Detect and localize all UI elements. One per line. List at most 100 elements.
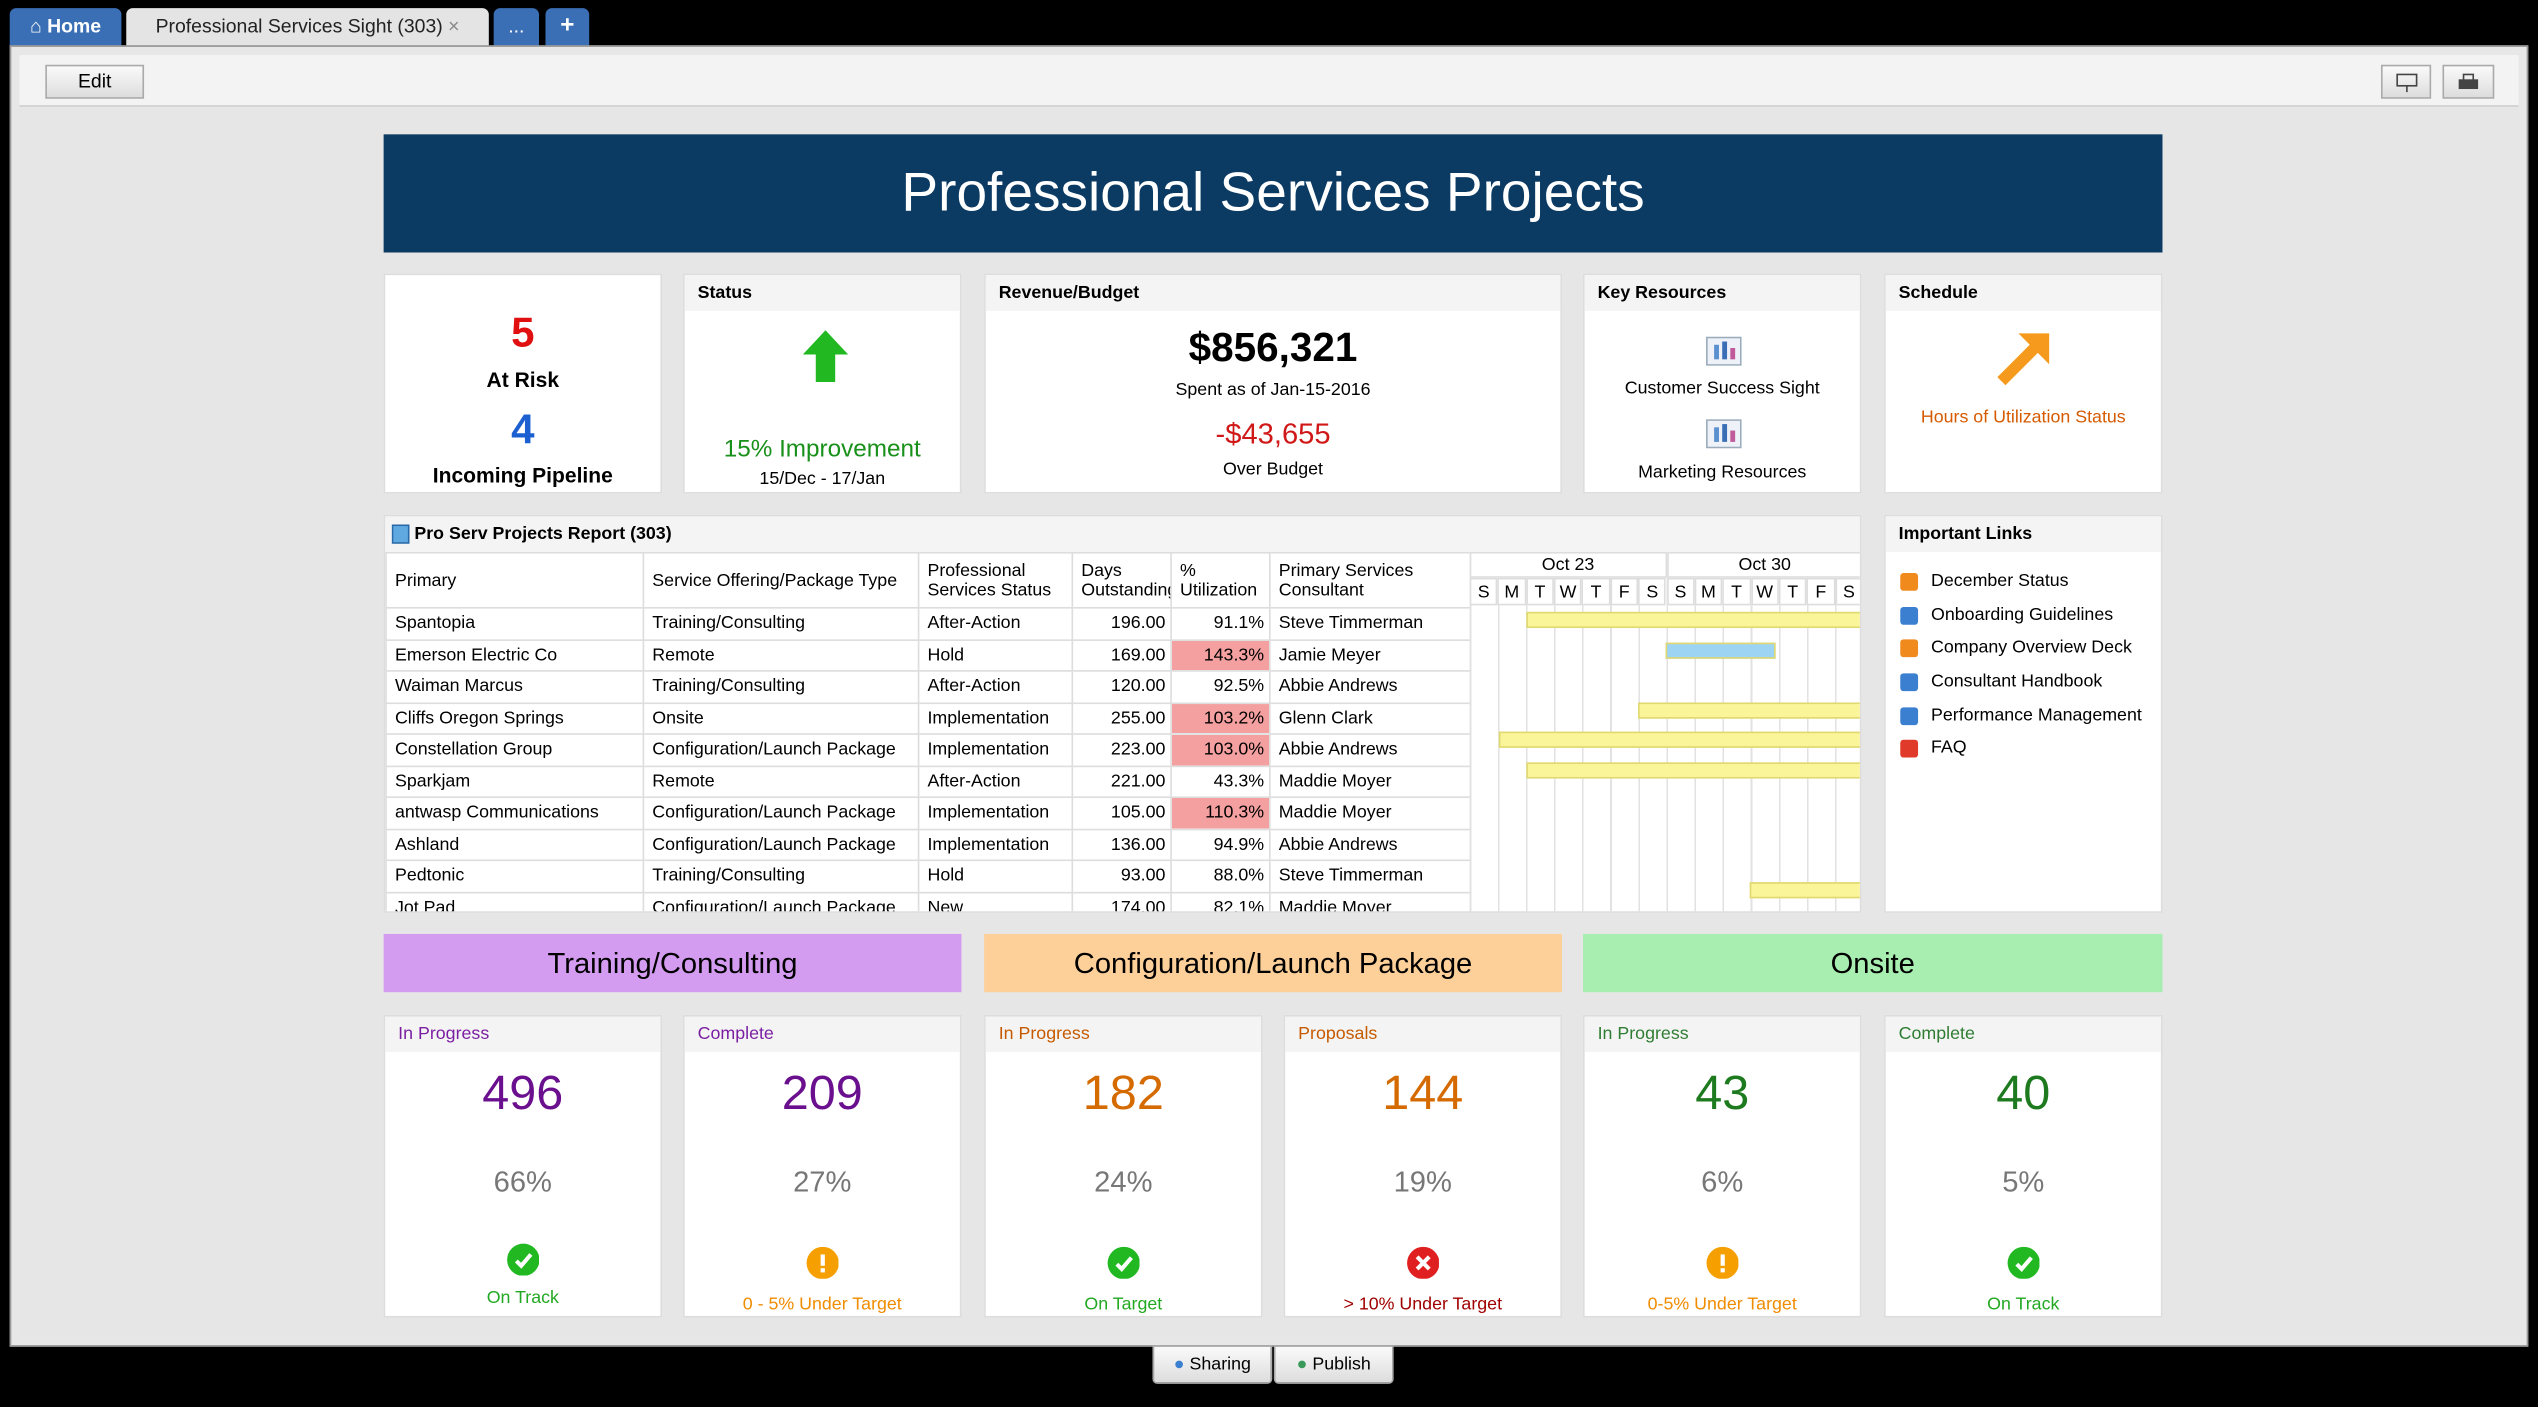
metric-label: Proposals <box>1285 1016 1561 1053</box>
cell: 110.3% <box>1170 796 1271 830</box>
metric-label: In Progress <box>385 1016 661 1053</box>
sharing-button[interactable]: ● Sharing <box>1152 1345 1273 1384</box>
metric-percent: 24% <box>1094 1165 1153 1198</box>
add-tab[interactable]: + <box>545 8 590 46</box>
metric-count: 209 <box>781 1066 863 1121</box>
cell: Implementation <box>917 796 1074 830</box>
active-tab-label[interactable]: Professional Services Sight (303) <box>155 14 443 38</box>
metric-count: 182 <box>1082 1066 1164 1121</box>
cell: 105.00 <box>1071 796 1172 830</box>
day-label: S <box>1666 577 1695 606</box>
link[interactable]: FAQ <box>1886 732 2161 765</box>
link[interactable]: Company Overview Deck <box>1886 632 2161 665</box>
cell: 88.0% <box>1170 859 1271 893</box>
cell: Configuration/Launch Package <box>642 733 920 767</box>
publish-label[interactable]: Publish <box>1312 1354 1371 1375</box>
cell: 169.00 <box>1071 638 1172 672</box>
day-label: M <box>1497 577 1526 606</box>
schedule-card: Schedule Hours of Utilization Status <box>1884 273 2163 494</box>
table-row: Spantopia Training/Consulting After-Action… <box>385 607 1472 641</box>
table-row: Constellation Group Configuration/Launch … <box>385 733 1472 767</box>
link-label[interactable]: FAQ <box>1931 738 1967 759</box>
link[interactable]: December Status <box>1886 565 2161 598</box>
link-label[interactable]: Onboarding Guidelines <box>1931 604 2114 625</box>
status-icon <box>1706 1246 1739 1280</box>
table-row: Emerson Electric Co Remote Hold 169.00 143.3… <box>385 638 1472 672</box>
link-label[interactable]: Consultant Handbook <box>1931 671 2103 692</box>
status-icon-wrap <box>685 1246 960 1282</box>
day-label: S <box>1834 577 1860 606</box>
resource-link[interactable]: Marketing Resources <box>1638 462 1807 483</box>
table-row: Waiman Marcus Training/Consulting After-Ac… <box>385 670 1472 704</box>
resource-link[interactable]: Customer Success Sight <box>1624 378 1820 399</box>
home-tab-label[interactable]: Home <box>47 14 102 38</box>
pipeline-label: Incoming Pipeline <box>432 462 613 488</box>
day-label: S <box>1638 577 1667 606</box>
cell: Abbie Andrews <box>1268 733 1472 767</box>
cell: Remote <box>642 638 920 672</box>
metric-status: 0-5% Under Target <box>1647 1294 1797 1315</box>
cell: Configuration/Launch Package <box>642 827 920 862</box>
report-title: Pro Serv Projects Report (303) <box>385 516 1860 552</box>
report-icon <box>391 524 410 544</box>
cell: 103.2% <box>1170 701 1271 735</box>
cell: Implementation <box>917 701 1074 735</box>
section-title: Configuration/Launch Package <box>984 933 1562 993</box>
cell: 43.3% <box>1170 764 1271 798</box>
link[interactable]: Consultant Handbook <box>1886 665 2161 698</box>
week-label: Oct 30 <box>1666 551 1860 578</box>
link[interactable]: Onboarding Guidelines <box>1886 598 2161 631</box>
card-title: Revenue/Budget <box>985 275 1561 311</box>
link-label[interactable]: Company Overview Deck <box>1931 638 2132 658</box>
cell: Waiman Marcus <box>385 670 645 704</box>
cell: Hold <box>917 859 1074 893</box>
edit-button[interactable]: Edit <box>45 64 145 99</box>
day-label: T <box>1525 577 1554 606</box>
at-risk-label: At Risk <box>486 367 560 392</box>
more-tab[interactable]: ... <box>493 8 540 46</box>
metric-card: Proposals 144 19% > 10% Under Target <box>1283 1014 1562 1318</box>
cell: 223.00 <box>1071 733 1172 767</box>
cell: Training/Consulting <box>642 607 920 641</box>
cell: Glenn Clark <box>1268 701 1472 735</box>
gantt-bar <box>1749 881 1860 898</box>
section-title: Training/Consulting <box>383 933 962 993</box>
day-label: F <box>1806 577 1835 606</box>
cell: Configuration/Launch Package <box>642 796 920 830</box>
cell: Abbie Andrews <box>1268 827 1472 862</box>
cell: Remote <box>642 764 920 798</box>
diagonal-arrow-icon <box>1997 333 2050 386</box>
metric-label: Complete <box>684 1016 960 1053</box>
table-row: Ashland Configuration/Launch Package Imple… <box>385 827 1472 862</box>
active-tab[interactable]: Professional Services Sight (303) × <box>126 8 489 46</box>
link-label[interactable]: Performance Management <box>1931 705 2142 725</box>
cell: Jot Pad <box>385 891 645 912</box>
up-arrow-icon <box>802 330 849 382</box>
present-button[interactable] <box>2380 64 2432 99</box>
card-title: Key Resources <box>1584 275 1860 311</box>
sharing-label[interactable]: Sharing <box>1189 1354 1251 1375</box>
metric-percent: 19% <box>1393 1165 1452 1198</box>
table-row: Pedtonic Training/Consulting Hold 93.00 88.0… <box>385 859 1472 893</box>
status-period: 15/Dec - 17/Jan <box>759 469 886 489</box>
status-icon-wrap <box>385 1243 660 1279</box>
print-button[interactable] <box>2442 64 2495 99</box>
link-label[interactable]: December Status <box>1931 571 2069 591</box>
day-label: T <box>1778 577 1807 606</box>
publish-button[interactable]: ● Publish <box>1273 1345 1394 1384</box>
gantt: Oct 23 Oct 30 S M T W T F S S M T W T F S <box>1469 551 1860 912</box>
cell: 82.1% <box>1170 891 1271 912</box>
metric-label: In Progress <box>1584 1016 1860 1053</box>
table-row: Cliffs Oregon Springs Onsite Implementatio… <box>385 701 1472 735</box>
links-title: Important Links <box>1885 516 2161 552</box>
link[interactable]: Performance Management <box>1886 699 2161 732</box>
report-table: Primary Service Offering/Package Type Prof… <box>385 551 1472 912</box>
cell: Maddie Moyer <box>1268 796 1472 830</box>
metric-status: On Track <box>1987 1294 2060 1315</box>
metric-percent: 66% <box>493 1165 552 1198</box>
cell: Hold <box>917 638 1074 672</box>
cell: antwasp Communications <box>385 796 645 830</box>
home-tab[interactable]: ⌂ Home <box>9 8 122 46</box>
metric-status: 0 - 5% Under Target <box>742 1294 902 1315</box>
cell: Maddie Moyer <box>1268 764 1472 798</box>
